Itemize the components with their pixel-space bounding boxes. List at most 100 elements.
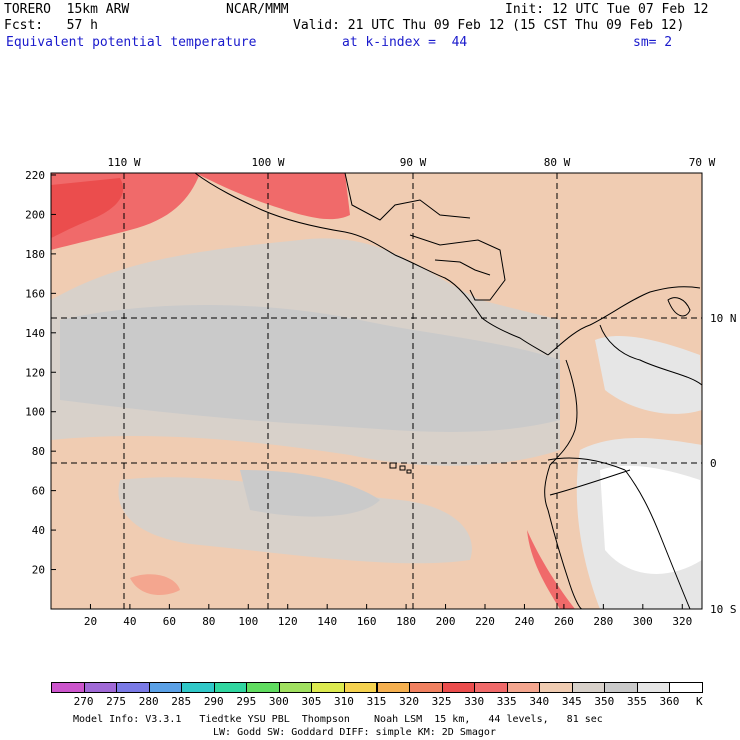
border-colombia-venezuela [599, 324, 702, 386]
init-time: Init: 12 UTC Tue 07 Feb 12 [505, 2, 709, 17]
lat-label: 10 N [710, 312, 737, 325]
model-title: TORERO 15km ARW [4, 2, 130, 17]
graticule [51, 173, 702, 609]
colorbar-swatch [474, 682, 508, 693]
colorbar-swatch [213, 682, 248, 693]
border-ecuador-peru [549, 469, 631, 496]
colorbar-swatch [278, 682, 313, 693]
x-tick-label: 280 [593, 615, 613, 628]
y-tick-label: 180 [25, 248, 45, 261]
y-tick-label: 120 [25, 366, 45, 379]
colorbar-swatch [669, 682, 703, 693]
colorbar-label: 310 [334, 695, 354, 708]
y-tick-label: 40 [32, 524, 45, 537]
y-tick-label: 60 [32, 485, 45, 498]
x-tick-label: 80 [202, 615, 215, 628]
colorbar-swatch [376, 682, 411, 693]
field-warm-nw-core [51, 178, 124, 238]
x-tick-label: 200 [436, 615, 456, 628]
level-label: at k-index = 44 [342, 35, 468, 50]
colorbar-swatch [539, 682, 573, 693]
x-tick-label: 20 [84, 615, 97, 628]
colorbar-swatch [246, 682, 280, 693]
colorbar-label: 355 [626, 695, 647, 708]
x-tick-label: 320 [672, 615, 692, 628]
colorbar-swatch [83, 682, 118, 693]
y-tick-label: 20 [32, 564, 45, 577]
valid-time: Valid: 21 UTC Thu 09 Feb 12 (15 CST Thu … [293, 18, 685, 33]
model-info-line2: LW: Godd SW: Goddard DIFF: simple KM: 2D… [213, 727, 496, 738]
x-tick-label: 180 [396, 615, 416, 628]
field-warm-peru-coast [527, 530, 575, 609]
coastline-colombia-north [547, 286, 701, 356]
y-tick-label: 160 [25, 287, 45, 300]
colorbar-swatch [116, 682, 150, 693]
y-tick-label: 140 [25, 327, 45, 340]
colorbar-label: 270 [73, 695, 94, 708]
colorbar-unit: K [696, 695, 703, 708]
colorbar-label: 350 [594, 695, 615, 708]
colorbar-label: 300 [268, 695, 289, 708]
lat-label: 0 [710, 457, 717, 470]
colorbar-label: 305 [301, 695, 322, 708]
field-band-355-mid [240, 470, 380, 517]
field-warm-mexico-coast [195, 173, 350, 220]
lon-label: 100 W [251, 156, 284, 169]
x-tick-label: 240 [515, 615, 535, 628]
colorbar-swatch [571, 682, 606, 693]
x-tick-label: 300 [633, 615, 653, 628]
y-tick-label: 100 [25, 406, 45, 419]
coastline-central-america [194, 173, 549, 356]
colorbar-label: 290 [203, 695, 224, 708]
border-mexico-guatemala [344, 173, 471, 221]
map-frame [50, 172, 703, 610]
lon-label: 80 W [544, 156, 571, 169]
colorbar-label: 320 [399, 695, 419, 708]
forecast-hour: Fcst: 57 h [4, 18, 98, 33]
model-info-line1: Model Info: V3.3.1 Tiedtke YSU PBL Thomp… [73, 714, 603, 725]
colorbar-label: 285 [171, 695, 192, 708]
y-tick-label: 80 [32, 445, 45, 458]
x-tick-label: 140 [317, 615, 337, 628]
colorbar-label: 345 [561, 695, 582, 708]
colorbar-swatch [51, 682, 85, 693]
coastlines [194, 173, 702, 609]
x-tick-label: 220 [475, 615, 495, 628]
lon-label: 70 W [689, 156, 716, 169]
axis-ticks [51, 174, 683, 609]
colorbar-swatch [506, 682, 541, 693]
field-band-350-south [118, 477, 472, 564]
field-warm-sw-patch [130, 574, 180, 595]
colorbar-swatch [441, 682, 476, 693]
x-tick-label: 100 [238, 615, 258, 628]
y-tick-label: 200 [25, 208, 45, 221]
colorbar-label: 325 [431, 695, 452, 708]
colorbar-swatch [148, 682, 183, 693]
colorbar-swatch [604, 682, 638, 693]
x-tick-label: 160 [357, 615, 377, 628]
colorbar-label: 340 [529, 695, 550, 708]
field-cold-amazon-core [600, 465, 702, 574]
x-tick-label: 40 [123, 615, 136, 628]
x-tick-label: 60 [163, 615, 176, 628]
colorbar-label: 280 [138, 695, 159, 708]
colorbar-label: 295 [236, 695, 257, 708]
y-tick-label: 220 [25, 169, 45, 182]
border-peru-brazil [624, 469, 691, 609]
lon-label: 110 W [107, 156, 140, 169]
colorbar-swatch [343, 682, 378, 693]
colorbar-label: 335 [496, 695, 517, 708]
colorbar-swatch [409, 682, 443, 693]
lat-label: 10 S [710, 603, 737, 616]
x-tick-label: 120 [278, 615, 298, 628]
border-colombia-ecuador [547, 457, 626, 471]
field-cold-andes-north [595, 335, 702, 414]
map-field [51, 173, 702, 609]
colorbar-swatch [636, 682, 671, 693]
colorbar-label: 330 [464, 695, 485, 708]
field-band-355-center [60, 305, 560, 432]
border-central-america [409, 234, 506, 301]
colorbar-label: 315 [366, 695, 387, 708]
border-honduras-nicaragua [434, 259, 491, 276]
